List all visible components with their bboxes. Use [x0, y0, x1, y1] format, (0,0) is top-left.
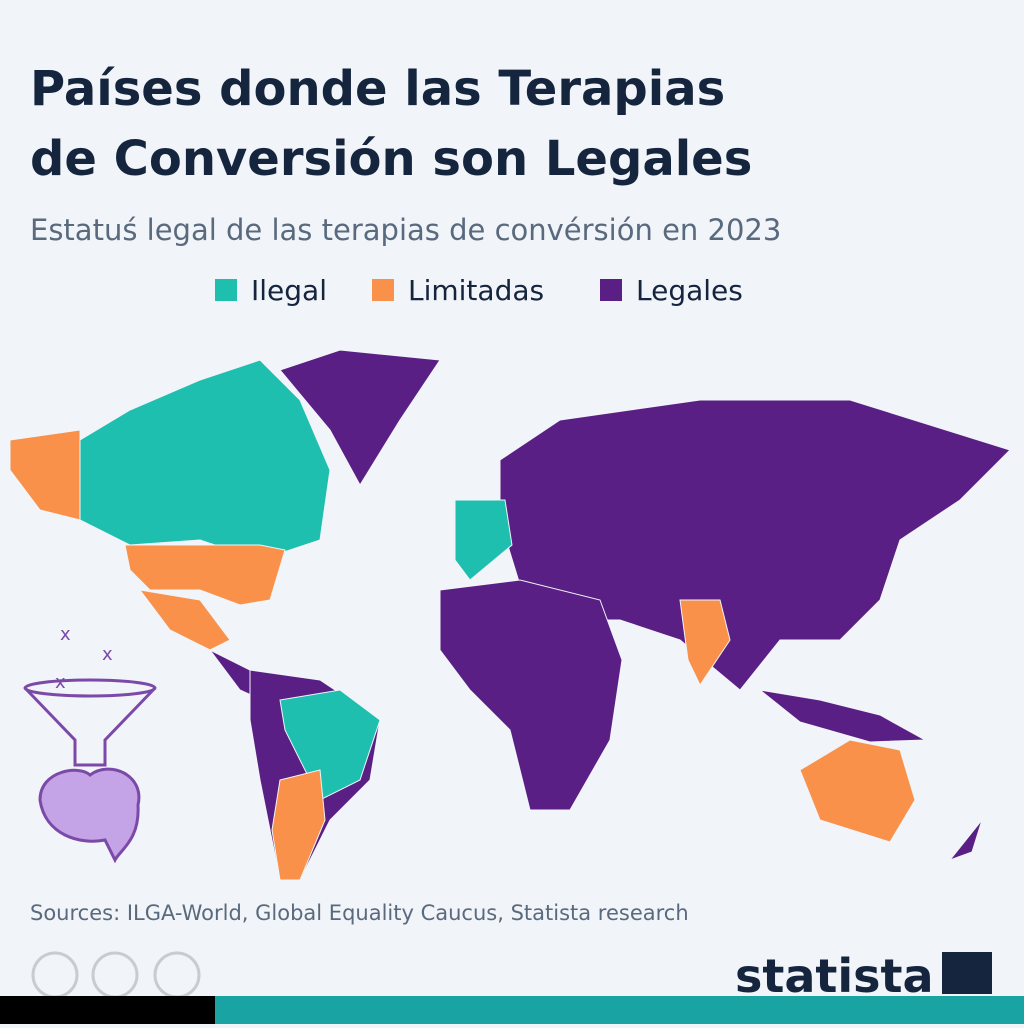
argentina — [271, 769, 326, 881]
legend-label: Limitadas — [408, 274, 544, 307]
legend-swatch — [215, 279, 237, 301]
canada — [79, 359, 331, 561]
legend-label: Ilegal — [251, 274, 327, 307]
india — [679, 599, 731, 687]
australia — [799, 739, 916, 843]
title-line: Países donde las Terapias — [30, 61, 725, 117]
legend: Ilegal Limitadas Legales — [215, 274, 743, 307]
world-map — [9, 349, 1011, 881]
title-line: de Conversión son Legales — [30, 131, 752, 187]
svg-text:x: x — [55, 672, 66, 693]
footer-bar — [215, 996, 1024, 1024]
brand-logo: statista — [735, 949, 934, 1003]
logo-mark — [942, 952, 992, 994]
funnel-brain-icon: x x x — [23, 624, 157, 864]
legend-swatch — [600, 279, 622, 301]
alaska — [9, 429, 81, 521]
new-zealand — [948, 819, 983, 862]
southeast-asia — [758, 689, 927, 743]
usa — [124, 544, 286, 606]
svg-text:x: x — [60, 624, 71, 645]
legend-swatch — [372, 279, 394, 301]
subtitle: Estatuś legal de las terapias de convérs… — [30, 213, 781, 247]
western-europe — [454, 499, 513, 581]
legend-label: Legales — [636, 274, 743, 307]
footer-bar — [0, 996, 215, 1024]
mexico — [138, 589, 231, 651]
source: Sources: ILGA-World, Global Equality Cau… — [30, 901, 689, 925]
greenland — [279, 349, 441, 486]
svg-text:x: x — [102, 644, 113, 665]
brazil — [279, 689, 381, 801]
africa — [439, 579, 623, 811]
